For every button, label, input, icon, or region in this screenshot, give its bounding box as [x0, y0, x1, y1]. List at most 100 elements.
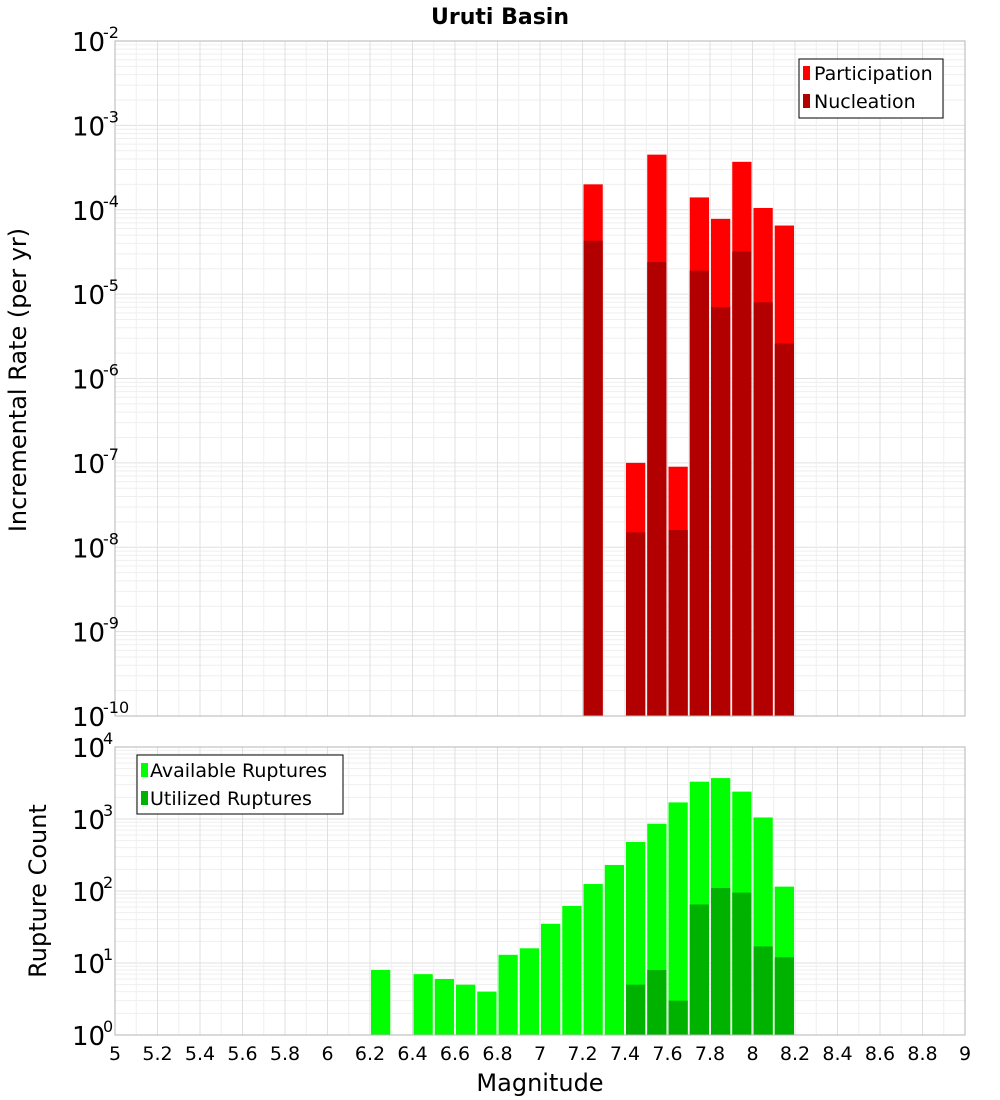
top-bars	[583, 154, 794, 717]
bar-utilized-ruptures	[689, 904, 709, 1035]
y-tick-exponent: -9	[103, 614, 119, 633]
x-axis-label: Magnitude	[476, 1069, 603, 1097]
legend-label-participation: Participation	[814, 63, 933, 85]
bar-available-ruptures	[413, 974, 433, 1035]
y-tick-exponent: -4	[103, 192, 119, 211]
x-tick-label: 7.6	[652, 1043, 682, 1065]
top-y-ticks: 10-210-310-410-510-610-710-810-910-10	[72, 23, 129, 733]
bar-nucleation	[711, 307, 731, 716]
x-tick-label: 8.4	[822, 1043, 852, 1065]
y-tick-exponent: -5	[103, 276, 119, 295]
x-ticks: 5 5.2 5.4 5.6 5.8 6 6.2 6.4 6.6 6.8 7 7.2 7.4 7.6 7.8 8…	[109, 1043, 971, 1065]
y-tick-label: 10	[72, 619, 105, 649]
x-tick-label: 5.6	[227, 1043, 257, 1065]
x-tick-label: 6	[321, 1043, 333, 1065]
y-tick-exponent: -6	[103, 361, 119, 380]
x-tick-label: 6.4	[397, 1043, 427, 1065]
chart-title: Uruti Basin	[431, 5, 569, 30]
y-tick-label: 10	[72, 734, 105, 764]
x-tick-label: 6.2	[355, 1043, 385, 1065]
x-tick-label: 5	[109, 1043, 121, 1065]
top-y-axis-label: Incremental Rate (per yr)	[4, 228, 32, 532]
top-grid	[114, 41, 966, 717]
bar-nucleation	[732, 251, 752, 716]
bottom-bars	[371, 778, 794, 1035]
legend-swatch-available	[141, 763, 148, 777]
bar-available-ruptures	[604, 864, 624, 1035]
bar-utilized-ruptures	[668, 1000, 688, 1035]
bottom-y-axis-label: Rupture Count	[24, 804, 52, 978]
y-tick-label: 10	[72, 197, 105, 227]
y-tick-exponent: 1	[103, 945, 113, 964]
y-tick-exponent: -10	[103, 698, 129, 717]
bar-nucleation	[668, 530, 688, 716]
legend-swatch-nucleation	[803, 94, 810, 108]
bar-utilized-ruptures	[732, 892, 752, 1035]
x-tick-label: 5.2	[142, 1043, 172, 1065]
y-tick-exponent: 2	[103, 873, 113, 892]
y-tick-exponent: 4	[103, 729, 113, 748]
top-legend-box	[798, 58, 944, 119]
bar-available-ruptures	[668, 802, 688, 1035]
bar-nucleation	[689, 270, 709, 716]
x-tick-label: 8.6	[865, 1043, 895, 1065]
y-tick-exponent: -7	[103, 445, 119, 464]
x-tick-label: 5.8	[270, 1043, 300, 1065]
bar-available-ruptures	[541, 923, 561, 1035]
bar-available-ruptures	[434, 978, 454, 1035]
x-tick-label: 7.8	[695, 1043, 725, 1065]
x-tick-label: 7.2	[567, 1043, 597, 1065]
top-plot-border	[114, 40, 966, 717]
x-tick-label: 7	[534, 1043, 546, 1065]
bar-utilized-ruptures	[711, 888, 731, 1035]
bar-nucleation	[647, 262, 667, 716]
bar-available-ruptures	[477, 991, 497, 1035]
x-tick-label: 8.8	[907, 1043, 937, 1065]
legend-label-nucleation: Nucleation	[814, 91, 916, 113]
x-tick-label: 7.4	[610, 1043, 640, 1065]
y-tick-label: 10	[72, 878, 105, 908]
bar-available-ruptures	[371, 969, 391, 1035]
y-tick-exponent: -2	[103, 23, 119, 42]
x-tick-label: 6.6	[440, 1043, 470, 1065]
x-tick-label: 8	[746, 1043, 758, 1065]
bar-nucleation	[753, 302, 773, 716]
bar-utilized-ruptures	[774, 957, 794, 1035]
bar-nucleation	[583, 240, 603, 717]
y-tick-exponent: -3	[103, 107, 119, 126]
y-tick-label: 10	[72, 1022, 105, 1052]
bar-available-ruptures	[562, 905, 582, 1035]
x-tick-label: 9	[959, 1043, 971, 1065]
bar-utilized-ruptures	[626, 984, 646, 1035]
y-tick-label: 10	[72, 950, 105, 980]
bar-utilized-ruptures	[647, 969, 667, 1035]
bar-nucleation	[774, 343, 794, 716]
y-tick-exponent: 0	[103, 1017, 113, 1036]
bar-available-ruptures	[456, 984, 476, 1035]
legend-label-available: Available Ruptures	[150, 760, 327, 782]
y-tick-label: 10	[72, 703, 105, 733]
bar-available-ruptures	[498, 954, 518, 1035]
y-tick-label: 10	[72, 534, 105, 564]
bar-utilized-ruptures	[753, 946, 773, 1035]
y-tick-label: 10	[72, 112, 105, 142]
bottom-legend-box	[136, 754, 344, 815]
y-tick-exponent: -8	[103, 529, 119, 548]
x-tick-label: 5.4	[185, 1043, 215, 1065]
y-tick-exponent: 3	[103, 801, 113, 820]
bar-nucleation	[626, 532, 646, 716]
legend-swatch-utilized	[141, 791, 148, 805]
bar-available-ruptures	[519, 948, 539, 1035]
top-legend: Participation Nucleation	[798, 58, 944, 119]
legend-swatch-participation	[803, 66, 810, 80]
bottom-legend: Available Ruptures Utilized Ruptures	[136, 754, 344, 815]
x-tick-label: 8.2	[780, 1043, 810, 1065]
y-tick-label: 10	[72, 806, 105, 836]
y-tick-label: 10	[72, 366, 105, 396]
y-tick-label: 10	[72, 281, 105, 311]
bottom-plot-border	[114, 746, 966, 1036]
x-tick-label: 6.8	[482, 1043, 512, 1065]
